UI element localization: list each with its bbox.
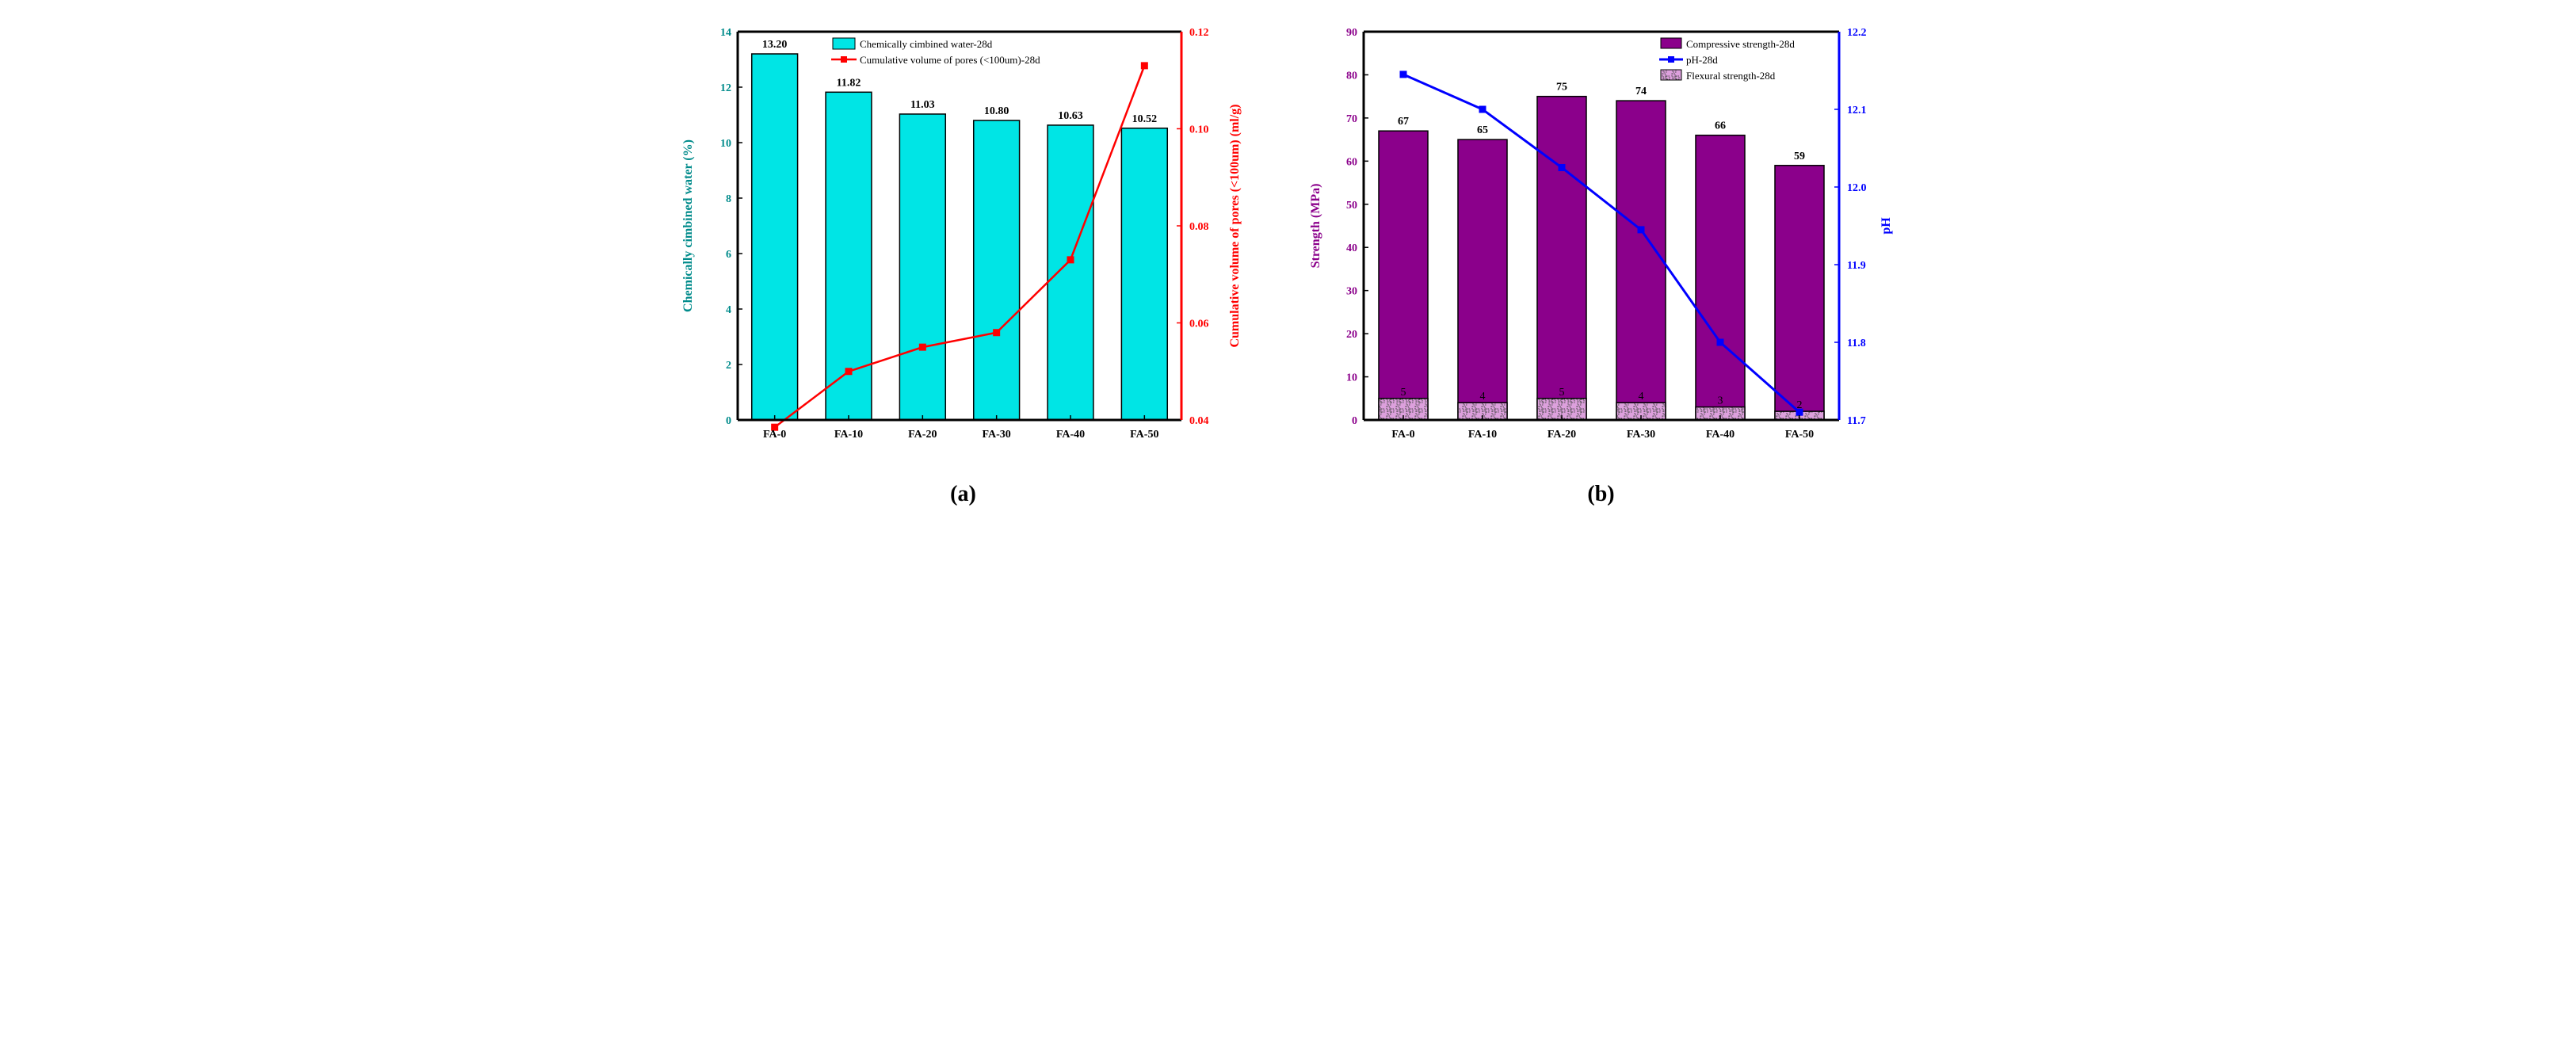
svg-text:0.08: 0.08 <box>1189 221 1209 233</box>
y-left-title: Strength (MPa) <box>1309 184 1322 269</box>
svg-text:80: 80 <box>1346 70 1357 82</box>
svg-text:2: 2 <box>726 360 731 372</box>
svg-text:3: 3 <box>1717 395 1723 407</box>
svg-text:11.9: 11.9 <box>1847 260 1866 272</box>
svg-text:4: 4 <box>1479 391 1485 403</box>
svg-text:FA-40: FA-40 <box>1705 429 1734 441</box>
line-marker <box>845 368 852 375</box>
svg-text:FA-10: FA-10 <box>834 429 862 441</box>
line-marker <box>1141 63 1147 69</box>
svg-text:50: 50 <box>1346 200 1357 212</box>
svg-text:0: 0 <box>726 415 731 427</box>
svg-text:0: 0 <box>1352 415 1357 427</box>
svg-text:10: 10 <box>1346 372 1357 384</box>
svg-text:FA-30: FA-30 <box>982 429 1010 441</box>
line-marker <box>1067 257 1074 263</box>
svg-text:40: 40 <box>1346 242 1357 254</box>
y-right-title: pH <box>1880 217 1893 235</box>
svg-text:14: 14 <box>720 27 731 39</box>
bar-compressive <box>1458 139 1507 420</box>
svg-text:60: 60 <box>1346 156 1357 168</box>
svg-text:FA-40: FA-40 <box>1055 429 1084 441</box>
svg-text:67: 67 <box>1398 116 1409 128</box>
svg-text:70: 70 <box>1346 113 1357 125</box>
svg-text:pH-28d: pH-28d <box>1686 54 1718 66</box>
svg-text:Compressive strength-28d: Compressive strength-28d <box>1686 38 1795 50</box>
subplot-label-a: (a) <box>950 482 976 507</box>
panel-a: 13.20 11.82 11.03 10.80 10.63 10.52 0 2 4 6 8 10 12 1… <box>674 16 1253 507</box>
svg-text:66: 66 <box>1715 120 1726 132</box>
svg-text:4: 4 <box>726 304 731 316</box>
bar-compressive <box>1775 166 1824 420</box>
line-marker <box>993 330 999 336</box>
line-marker <box>919 344 925 350</box>
svg-text:65: 65 <box>1477 124 1488 136</box>
svg-text:12.2: 12.2 <box>1847 27 1867 39</box>
y-right-title: Cumulative volume of pores (<100um) (ml/… <box>1228 104 1242 347</box>
svg-text:59: 59 <box>1794 151 1805 162</box>
svg-text:5: 5 <box>1400 387 1406 399</box>
svg-text:10.52: 10.52 <box>1132 113 1157 125</box>
y-left-title: Chemically cimbined water (%) <box>681 139 695 312</box>
svg-text:10.80: 10.80 <box>983 105 1009 117</box>
bar <box>1121 128 1167 420</box>
svg-text:4: 4 <box>1638 391 1643 403</box>
svg-text:10.63: 10.63 <box>1058 110 1083 122</box>
bar-compressive <box>1379 131 1428 420</box>
bar-compressive <box>1616 101 1666 420</box>
svg-text:90: 90 <box>1346 27 1357 39</box>
subplot-label-b: (b) <box>1587 482 1614 507</box>
svg-text:FA-50: FA-50 <box>1784 429 1813 441</box>
chart-a-wrap: 13.20 11.82 11.03 10.80 10.63 10.52 0 2 4 6 8 10 12 1… <box>674 16 1253 468</box>
bar <box>751 54 797 420</box>
svg-text:5: 5 <box>1559 387 1564 399</box>
bar <box>899 114 945 420</box>
svg-text:12.1: 12.1 <box>1847 105 1867 116</box>
svg-text:20: 20 <box>1346 329 1357 341</box>
chart-a-svg: 13.20 11.82 11.03 10.80 10.63 10.52 0 2 4 6 8 10 12 1… <box>674 16 1253 468</box>
svg-text:FA-0: FA-0 <box>763 429 786 441</box>
svg-text:0.12: 0.12 <box>1189 27 1209 39</box>
svg-text:11.82: 11.82 <box>836 77 861 89</box>
line-marker <box>1796 409 1803 415</box>
svg-text:FA-10: FA-10 <box>1467 429 1496 441</box>
chart-b-svg: 675654755744663592010203040506070809011.… <box>1300 16 1902 468</box>
line-marker <box>1559 165 1565 171</box>
svg-text:0.10: 0.10 <box>1189 124 1209 136</box>
svg-text:11.8: 11.8 <box>1847 338 1866 349</box>
bar-compressive <box>1696 135 1745 420</box>
bar <box>1048 125 1093 420</box>
svg-text:13.20: 13.20 <box>761 39 787 51</box>
svg-text:74: 74 <box>1635 86 1647 97</box>
svg-text:Flexural strength-28d: Flexural strength-28d <box>1686 70 1776 82</box>
svg-text:Chemically cimbined water-28d: Chemically cimbined water-28d <box>860 38 993 50</box>
svg-text:0.06: 0.06 <box>1189 319 1209 330</box>
svg-text:11.03: 11.03 <box>910 99 934 111</box>
svg-text:10: 10 <box>720 138 731 150</box>
line-marker <box>1638 227 1644 233</box>
line-marker <box>1717 339 1723 345</box>
svg-text:FA-20: FA-20 <box>908 429 937 441</box>
line-marker <box>1479 106 1486 113</box>
svg-text:30: 30 <box>1346 286 1357 298</box>
svg-text:75: 75 <box>1556 82 1567 94</box>
bar-compressive <box>1537 97 1586 420</box>
svg-text:FA-50: FA-50 <box>1130 429 1158 441</box>
svg-text:12.0: 12.0 <box>1847 182 1867 194</box>
panel-b: 675654755744663592010203040506070809011.… <box>1300 16 1902 507</box>
svg-text:6: 6 <box>726 249 731 261</box>
bar <box>973 120 1019 420</box>
line-marker <box>1400 71 1406 78</box>
svg-text:FA-20: FA-20 <box>1547 429 1575 441</box>
svg-text:Cumulative volume of pores (<1: Cumulative volume of pores (<100um)-28d <box>860 54 1040 66</box>
svg-text:FA-30: FA-30 <box>1626 429 1654 441</box>
chart-b-wrap: 675654755744663592010203040506070809011.… <box>1300 16 1902 468</box>
svg-text:8: 8 <box>726 193 731 205</box>
svg-text:12: 12 <box>720 82 731 94</box>
svg-text:FA-0: FA-0 <box>1391 429 1414 441</box>
svg-text:0.04: 0.04 <box>1189 415 1209 427</box>
svg-text:11.7: 11.7 <box>1847 415 1866 427</box>
